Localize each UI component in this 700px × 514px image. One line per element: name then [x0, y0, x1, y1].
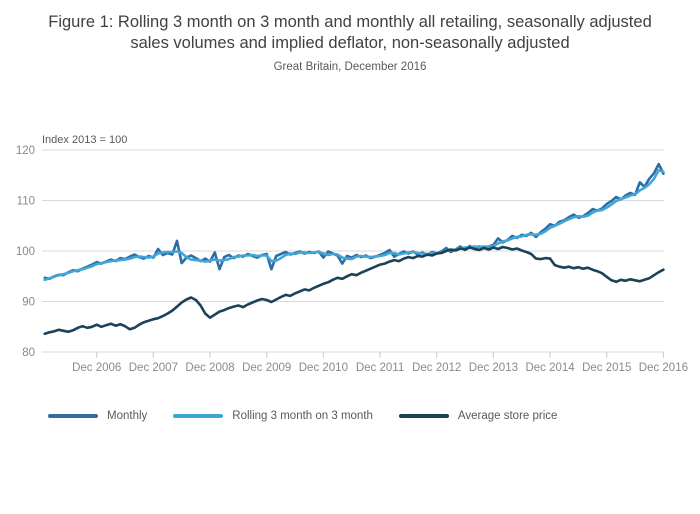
series-line-average-store-price [43, 245, 665, 336]
figure-page: Figure 1: Rolling 3 month on 3 month and… [0, 12, 700, 422]
x-tick-label: Dec 2013 [469, 362, 518, 374]
legend-label: Rolling 3 month on 3 month [232, 410, 373, 422]
legend-line-swatch [173, 414, 224, 418]
y-axis-unit-label: Index 2013 = 100 [42, 134, 128, 146]
y-tick-label-80: 80 [22, 347, 35, 359]
y-tick-label-90: 90 [22, 297, 35, 309]
y-tick-label-120: 120 [16, 145, 35, 157]
line-chart-svg: 80 90 100 110 120 Dec 2006 Dec 2007 Dec 2008 Dec… [16, 145, 688, 374]
series-line-monthly [43, 162, 665, 281]
chart-area: Index 2013 = 100 80 90 100 110 120 Dec 2006 De… [0, 130, 700, 380]
x-tick-label: Dec 2011 [356, 362, 404, 374]
legend-item-average-store-price: Average store price [398, 410, 558, 422]
legend-line-swatch [398, 414, 449, 418]
x-tick-label: Dec 2015 [582, 362, 631, 374]
legend-item-rolling-3-month-on-3-month: Rolling 3 month on 3 month [173, 410, 373, 422]
y-tick-label-100: 100 [16, 246, 35, 258]
x-tick-label: Dec 2007 [129, 362, 178, 374]
x-tick-label: Dec 2012 [412, 362, 461, 374]
x-tick-label: Dec 2010 [299, 362, 348, 374]
x-tick-label: Dec 2009 [242, 362, 291, 374]
legend-line-swatch [48, 414, 98, 418]
x-tick-label: Dec 2016 [639, 362, 688, 374]
x-tick-label: Dec 2008 [185, 362, 234, 374]
y-tick-label-110: 110 [17, 196, 35, 208]
legend-item-monthly: Monthly [48, 410, 147, 422]
series-line-rolling-3-month-on-3-month [43, 168, 665, 282]
figure-subtitle: Great Britain, December 2016 [273, 61, 427, 73]
x-tick-label: Dec 2014 [525, 362, 575, 374]
x-tick-label: Dec 2006 [72, 362, 121, 374]
legend: Monthly Rolling 3 month on 3 month Average… [48, 410, 700, 422]
legend-label: Average store price [457, 410, 558, 422]
figure-title: Figure 1: Rolling 3 month on 3 month and… [48, 13, 652, 52]
legend-label: Monthly [107, 410, 148, 422]
